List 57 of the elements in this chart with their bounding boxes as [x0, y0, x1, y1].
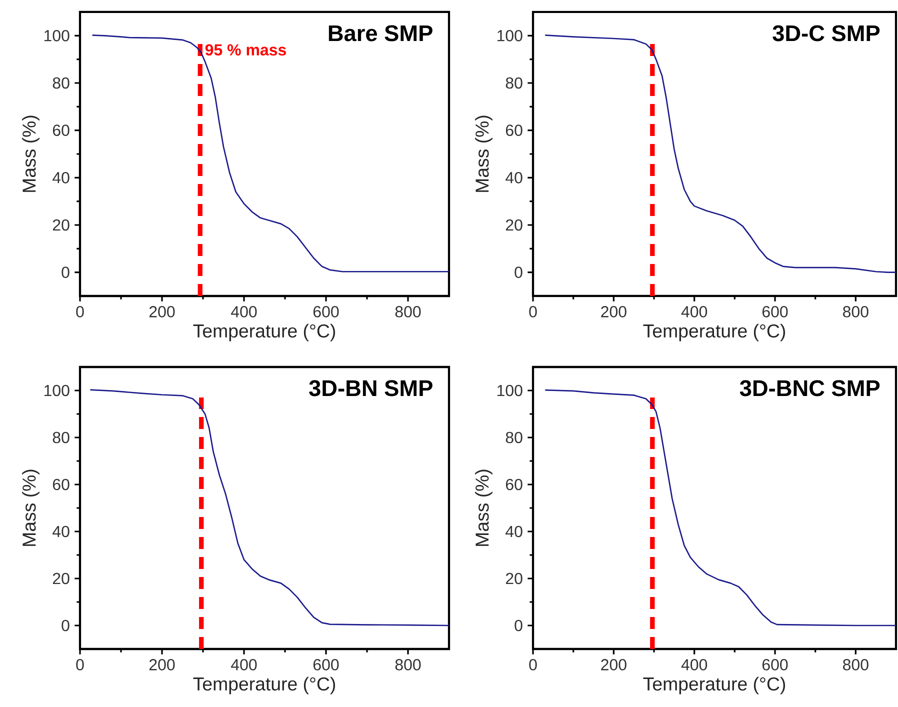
x-tick-label: 0: [529, 659, 537, 670]
y-tick-label: 20: [52, 219, 70, 231]
x-tick-label: 800: [395, 659, 421, 670]
x-axis-title: Temperature (°C): [643, 676, 786, 694]
y-tick-label: 60: [506, 124, 522, 136]
y-axis-title: Mass (%): [22, 470, 40, 546]
x-tick-label: 0: [76, 659, 84, 670]
x-tick-label: 600: [313, 306, 339, 318]
x-tick-label: 600: [313, 659, 339, 670]
x-tick-label: 800: [843, 659, 868, 670]
y-tick-label: 80: [506, 432, 522, 444]
x-tick-label: 200: [601, 659, 626, 670]
x-tick-label: 0: [76, 306, 84, 318]
y-tick-label: 0: [62, 266, 70, 278]
y-tick-label: 20: [506, 219, 522, 231]
y-tick-label: 40: [52, 172, 70, 184]
x-tick-label: 200: [149, 659, 175, 670]
y-tick-label: 80: [52, 77, 70, 89]
chart-title: 3D-BN SMP: [309, 380, 432, 396]
y-tick-label: 60: [506, 478, 522, 490]
y-axis-title: Mass (%): [475, 470, 492, 546]
y-tick-label: 0: [62, 620, 70, 632]
y-axis-title: Mass (%): [475, 116, 492, 192]
x-axis-title: Temperature (°C): [643, 324, 786, 342]
y-tick-label: 100: [497, 384, 522, 396]
y-tick-label: 40: [506, 526, 522, 538]
x-tick-label: 800: [395, 306, 421, 318]
x-tick-label: 0: [529, 306, 537, 318]
y-tick-label: 60: [52, 478, 70, 490]
y-axis-title: Mass (%): [22, 116, 40, 192]
y-tick-label: 60: [52, 124, 70, 136]
x-tick-label: 400: [231, 659, 257, 670]
x-tick-label: 400: [231, 306, 257, 318]
y-tick-label: 40: [506, 172, 522, 184]
x-tick-label: 600: [762, 659, 788, 670]
y-tick-label: 80: [506, 77, 522, 89]
chart-title: 3D-C SMP: [772, 25, 880, 42]
y-tick-label: 20: [506, 572, 522, 584]
y-tick-label: 100: [44, 384, 70, 396]
y-tick-label: 20: [52, 572, 70, 584]
y-tick-label: 0: [514, 620, 522, 632]
ref-line-label: 95 % mass: [205, 44, 286, 56]
x-tick-label: 200: [149, 306, 175, 318]
x-tick-label: 600: [762, 306, 788, 318]
x-axis-title: Temperature (°C): [193, 324, 336, 342]
y-tick-label: 80: [52, 432, 70, 444]
x-axis-title: Temperature (°C): [193, 676, 336, 694]
y-tick-label: 100: [497, 30, 522, 42]
y-tick-label: 40: [52, 526, 70, 538]
x-tick-label: 800: [843, 306, 868, 318]
x-tick-label: 400: [681, 659, 708, 670]
y-tick-label: 100: [44, 30, 70, 42]
x-tick-label: 200: [601, 306, 626, 318]
chart-title: Bare SMP: [328, 25, 432, 42]
chart-title: 3D-BNC SMP: [740, 380, 880, 396]
y-tick-label: 0: [514, 266, 522, 278]
x-tick-label: 400: [681, 306, 708, 318]
